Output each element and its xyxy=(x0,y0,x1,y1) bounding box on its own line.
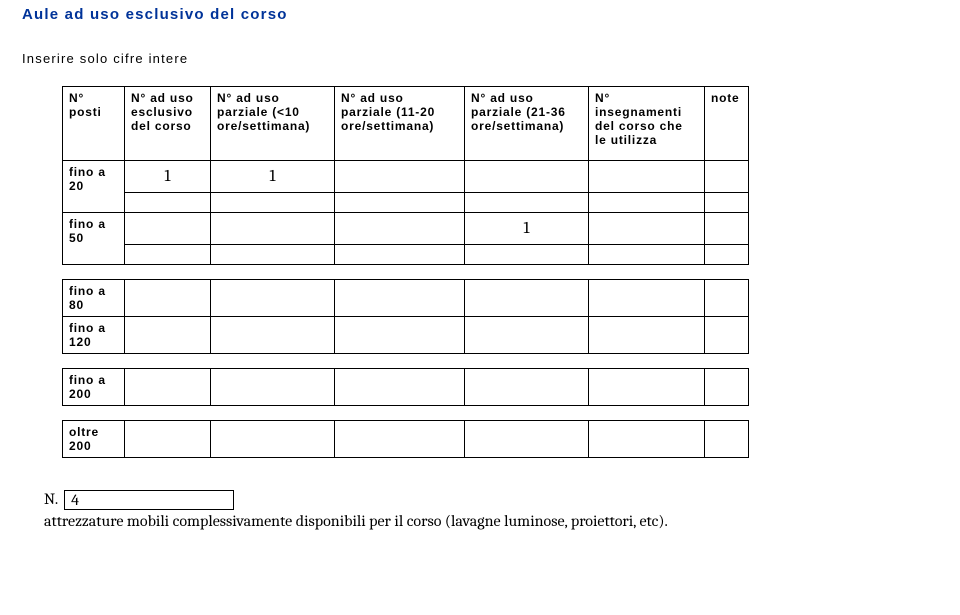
header-esclusivo: N° ad uso esclusivo del corso xyxy=(125,87,211,161)
cell-empty xyxy=(125,193,211,213)
cell-empty xyxy=(335,193,465,213)
cell-value xyxy=(125,421,211,458)
cell-value xyxy=(335,421,465,458)
cell-empty xyxy=(705,193,749,213)
cell-value xyxy=(705,213,749,245)
cell-empty xyxy=(211,193,335,213)
header-parziale-21-36: N° ad uso parziale (21-36 ore/settimana) xyxy=(465,87,589,161)
cell-value xyxy=(335,213,465,245)
cell-value xyxy=(465,280,589,317)
table-row xyxy=(63,245,749,265)
cell-value xyxy=(589,213,705,245)
cell-value xyxy=(335,161,465,193)
cell-empty xyxy=(211,245,335,265)
cell-empty xyxy=(705,245,749,265)
cell-value xyxy=(705,317,749,354)
cell-empty xyxy=(589,245,705,265)
table-row: fino a 80 xyxy=(63,280,749,317)
cell-value xyxy=(589,317,705,354)
aule-table-block-4: oltre 200 xyxy=(62,420,749,458)
cell-value xyxy=(335,280,465,317)
row-label-200: fino a 200 xyxy=(63,369,125,406)
row-label-50: fino a 50 xyxy=(63,213,125,265)
cell-empty xyxy=(465,193,589,213)
header-parziale-11-20: N° ad uso parziale (11-20 ore/settimana) xyxy=(335,87,465,161)
table-row xyxy=(63,193,749,213)
cell-value xyxy=(211,213,335,245)
aule-table-block-3: fino a 200 xyxy=(62,368,749,406)
cell-value xyxy=(211,369,335,406)
footer-section: N. 4 attrezzature mobili complessivament… xyxy=(22,490,938,530)
page-subtitle: Inserire solo cifre intere xyxy=(22,51,938,66)
cell-value xyxy=(465,317,589,354)
cell-value xyxy=(589,369,705,406)
cell-value xyxy=(335,317,465,354)
cell-value xyxy=(211,280,335,317)
row-label-oltre-200: oltre 200 xyxy=(63,421,125,458)
table-header-row: N° posti N° ad uso esclusivo del corso N… xyxy=(63,87,749,161)
cell-value xyxy=(465,161,589,193)
aule-table-block-1: N° posti N° ad uso esclusivo del corso N… xyxy=(62,86,749,265)
cell-value xyxy=(705,421,749,458)
cell-value xyxy=(465,421,589,458)
cell-empty xyxy=(589,193,705,213)
cell-value xyxy=(705,369,749,406)
cell-value: 1 xyxy=(125,161,211,193)
cell-value xyxy=(125,213,211,245)
cell-value: 1 xyxy=(465,213,589,245)
aule-table-block-2: fino a 80 fino a 120 xyxy=(62,279,749,354)
header-parziale-lt10: N° ad uso parziale (<10 ore/settimana) xyxy=(211,87,335,161)
attrezzature-count-box: 4 xyxy=(64,490,234,510)
header-note: note xyxy=(705,87,749,161)
page-title: Aule ad uso esclusivo del corso xyxy=(22,6,938,23)
cell-value xyxy=(589,161,705,193)
footer-description: attrezzature mobili complessivamente dis… xyxy=(44,512,938,530)
header-insegnamenti: N° insegnamenti del corso che le utilizz… xyxy=(589,87,705,161)
table-row: fino a 120 xyxy=(63,317,749,354)
header-posti: N° posti xyxy=(63,87,125,161)
cell-empty xyxy=(465,245,589,265)
cell-value xyxy=(125,369,211,406)
cell-value xyxy=(125,280,211,317)
table-row: fino a 200 xyxy=(63,369,749,406)
cell-value xyxy=(465,369,589,406)
table-row: fino a 50 1 xyxy=(63,213,749,245)
row-label-80: fino a 80 xyxy=(63,280,125,317)
cell-value xyxy=(211,421,335,458)
cell-value xyxy=(589,421,705,458)
cell-value xyxy=(589,280,705,317)
cell-value xyxy=(335,369,465,406)
row-label-120: fino a 120 xyxy=(63,317,125,354)
footer-n-label: N. xyxy=(44,490,58,510)
cell-empty xyxy=(125,245,211,265)
cell-value xyxy=(705,161,749,193)
cell-value xyxy=(211,317,335,354)
table-row: fino a 20 1 1 xyxy=(63,161,749,193)
table-row: oltre 200 xyxy=(63,421,749,458)
cell-value xyxy=(705,280,749,317)
cell-value xyxy=(125,317,211,354)
row-label-20: fino a 20 xyxy=(63,161,125,213)
cell-value: 1 xyxy=(211,161,335,193)
cell-empty xyxy=(335,245,465,265)
